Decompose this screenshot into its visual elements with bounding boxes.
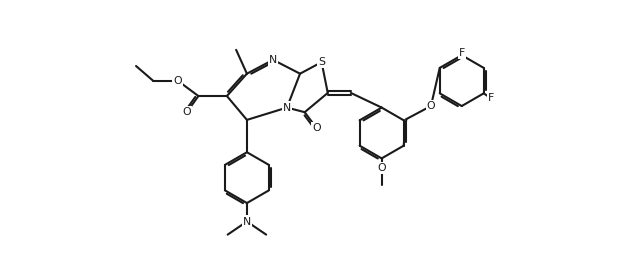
Text: O: O <box>427 101 435 111</box>
Text: S: S <box>318 57 325 67</box>
Text: N: N <box>269 55 277 65</box>
Text: F: F <box>488 93 494 103</box>
Text: N: N <box>243 216 251 227</box>
Text: O: O <box>182 107 191 117</box>
Text: O: O <box>312 122 321 133</box>
Text: F: F <box>459 48 465 58</box>
Text: O: O <box>378 163 386 173</box>
Text: O: O <box>174 76 182 85</box>
Text: N: N <box>283 102 291 113</box>
